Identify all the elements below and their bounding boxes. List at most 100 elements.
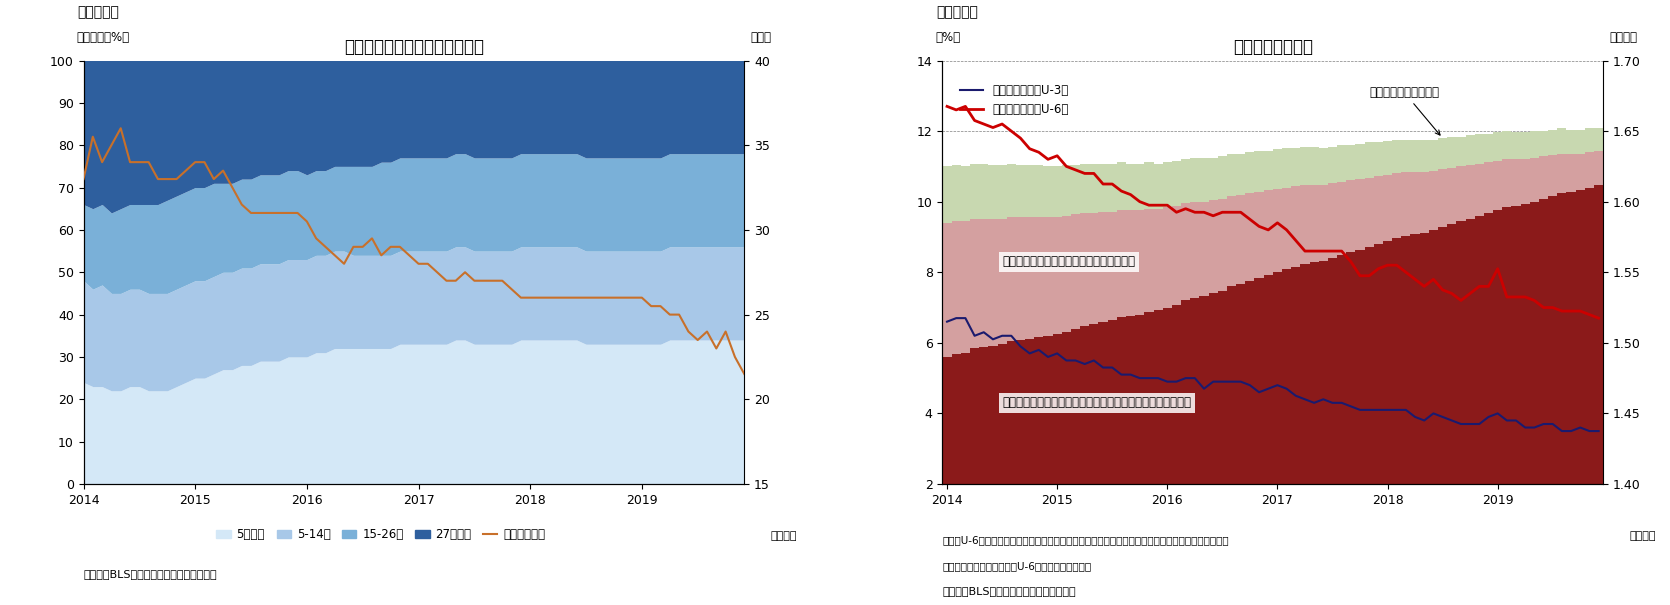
Bar xyxy=(1566,129,1576,154)
Bar xyxy=(1374,244,1383,484)
Bar xyxy=(1126,210,1136,316)
Bar xyxy=(1126,163,1136,210)
Bar xyxy=(1301,264,1309,484)
Text: （億人）: （億人） xyxy=(1610,31,1638,44)
Bar xyxy=(979,218,989,347)
Bar xyxy=(1548,196,1558,484)
Bar xyxy=(1236,154,1246,195)
Bar xyxy=(1126,316,1136,484)
Bar xyxy=(1254,278,1264,484)
Bar xyxy=(1034,337,1044,484)
Bar xyxy=(1291,267,1301,484)
Bar xyxy=(1346,145,1356,180)
Bar xyxy=(1511,206,1521,484)
Text: （注）U-6＝（失業者＋周辺労働力＋経済的理由によるパートタイマー）／（労働力＋周辺労働力）: （注）U-6＝（失業者＋周辺労働力＋経済的理由によるパートタイマー）／（労働力＋… xyxy=(942,535,1229,545)
Bar xyxy=(1052,166,1062,217)
Bar xyxy=(1328,258,1338,484)
Bar xyxy=(1264,191,1273,275)
Bar xyxy=(1393,238,1401,484)
Bar xyxy=(997,218,1007,344)
Bar xyxy=(1283,269,1291,484)
Bar xyxy=(1099,212,1107,322)
Bar xyxy=(1448,168,1456,224)
Bar xyxy=(1346,252,1356,484)
Bar xyxy=(952,165,960,221)
Bar xyxy=(1264,151,1273,191)
Text: （資料）BLSよりニッセイ基礎研究所作成: （資料）BLSよりニッセイ基礎研究所作成 xyxy=(84,569,217,579)
Bar xyxy=(1301,185,1309,264)
Bar xyxy=(1511,132,1521,159)
Bar xyxy=(1356,144,1364,179)
Text: （月次）: （月次） xyxy=(770,531,797,541)
Bar xyxy=(960,221,970,353)
Bar xyxy=(1456,221,1466,484)
Bar xyxy=(1070,165,1080,214)
Bar xyxy=(1136,210,1144,315)
Bar xyxy=(1540,199,1548,484)
Bar xyxy=(1191,298,1199,484)
Bar xyxy=(1034,217,1044,337)
Bar xyxy=(1456,166,1466,221)
Bar xyxy=(1511,159,1521,206)
Bar xyxy=(1401,140,1411,172)
Bar xyxy=(1420,233,1430,484)
Bar xyxy=(1566,154,1576,192)
Bar xyxy=(1154,163,1162,209)
Text: （月次）: （月次） xyxy=(1630,531,1657,541)
Bar xyxy=(1154,209,1162,310)
Bar xyxy=(952,221,960,354)
Bar xyxy=(1466,136,1475,165)
Bar xyxy=(1475,134,1485,163)
Bar xyxy=(942,223,952,357)
Bar xyxy=(1401,172,1411,235)
Bar xyxy=(1448,224,1456,484)
Bar xyxy=(1364,142,1374,178)
Bar xyxy=(970,163,979,218)
Bar xyxy=(1162,307,1172,484)
Bar xyxy=(1576,191,1585,484)
Bar xyxy=(1585,152,1595,188)
Text: （資料）BLSよりニッセイ基礎研究所作成: （資料）BLSよりニッセイ基礎研究所作成 xyxy=(942,586,1075,596)
Bar xyxy=(1493,132,1503,161)
Text: 周辺労働人口（右軸）: 周辺労働人口（右軸） xyxy=(1369,86,1440,135)
Bar xyxy=(1383,241,1393,484)
Bar xyxy=(1007,163,1015,217)
Bar xyxy=(1328,183,1338,258)
Bar xyxy=(1034,165,1044,217)
Bar xyxy=(1503,208,1511,484)
Bar xyxy=(1328,146,1338,183)
Text: 労働力人口（経済的理由によるパートタイマー除く、右軸）: 労働力人口（経済的理由によるパートタイマー除く、右軸） xyxy=(1002,396,1191,410)
Bar xyxy=(1291,186,1301,267)
Bar xyxy=(1007,341,1015,484)
Bar xyxy=(1052,217,1062,335)
Bar xyxy=(1015,165,1025,217)
Bar xyxy=(997,165,1007,218)
Bar xyxy=(1356,250,1364,484)
Bar xyxy=(1246,281,1254,484)
Bar xyxy=(1154,310,1162,484)
Bar xyxy=(1393,174,1401,238)
Bar xyxy=(1162,162,1172,208)
Bar xyxy=(1558,154,1566,193)
Bar xyxy=(1585,128,1595,152)
Bar xyxy=(942,357,952,484)
Bar xyxy=(1172,206,1181,305)
Bar xyxy=(1448,137,1456,168)
Bar xyxy=(1383,175,1393,241)
Bar xyxy=(1273,189,1283,272)
Bar xyxy=(1273,272,1283,484)
Bar xyxy=(1217,157,1227,199)
Bar xyxy=(1107,163,1117,212)
Bar xyxy=(1438,138,1448,169)
Bar xyxy=(1438,169,1448,227)
Legend: 5週未満, 5-14週, 15-26週, 27週以上, 平均（右軸）: 5週未満, 5-14週, 15-26週, 27週以上, 平均（右軸） xyxy=(212,523,549,546)
Bar xyxy=(1264,275,1273,484)
Bar xyxy=(1456,137,1466,166)
Bar xyxy=(1070,214,1080,329)
Bar xyxy=(1393,140,1401,174)
Bar xyxy=(979,347,989,484)
Bar xyxy=(1015,217,1025,340)
Bar xyxy=(1521,159,1530,204)
Bar xyxy=(1117,210,1126,318)
Bar xyxy=(1136,315,1144,484)
